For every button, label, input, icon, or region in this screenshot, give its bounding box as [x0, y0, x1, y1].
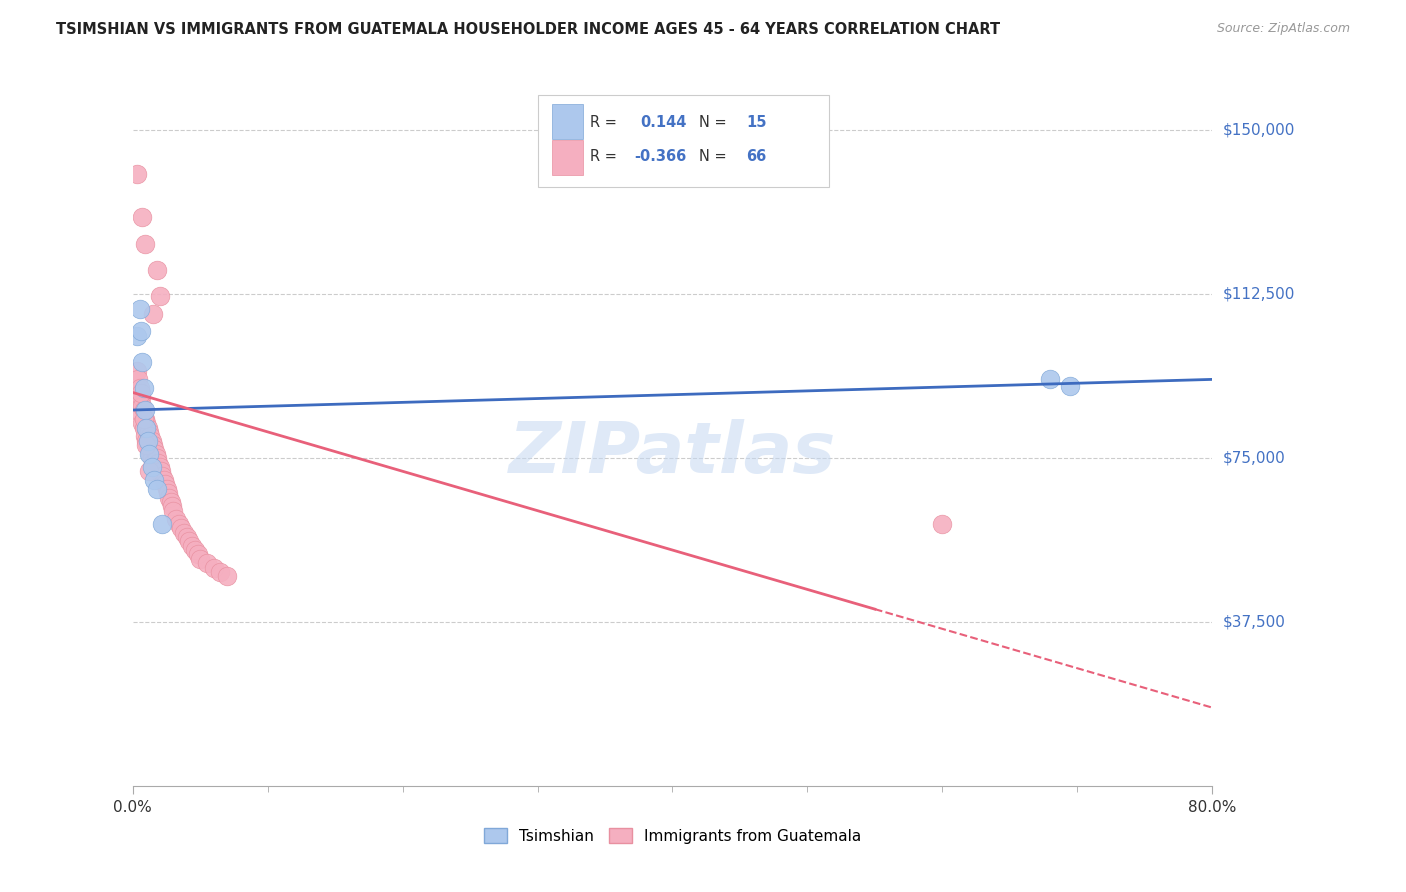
Point [128, 394, 150, 409]
Point [131, 399, 153, 413]
Legend: Tsimshian, Immigrants from Guatemala: Tsimshian, Immigrants from Guatemala [478, 822, 868, 849]
Point [132, 381, 155, 395]
Point [153, 477, 176, 491]
Text: Source: ZipAtlas.com: Source: ZipAtlas.com [1216, 22, 1350, 36]
Point [184, 543, 207, 558]
Point [134, 429, 156, 443]
Point [145, 447, 167, 461]
Point [160, 500, 183, 514]
Point [129, 324, 152, 338]
Point [143, 473, 166, 487]
Point [1059, 379, 1081, 393]
Point [157, 491, 180, 505]
Point [181, 539, 204, 553]
Point [150, 464, 173, 478]
Text: $112,500: $112,500 [1223, 286, 1295, 301]
Point [132, 403, 155, 417]
Point [138, 442, 160, 457]
Point [149, 289, 172, 303]
Point [131, 211, 153, 225]
Text: TSIMSHIAN VS IMMIGRANTS FROM GUATEMALA HOUSEHOLDER INCOME AGES 45 - 64 YEARS COR: TSIMSHIAN VS IMMIGRANTS FROM GUATEMALA H… [56, 22, 1000, 37]
Point [135, 420, 157, 434]
Point [134, 236, 156, 251]
Point [153, 473, 176, 487]
Point [176, 530, 198, 544]
Point [135, 416, 157, 430]
Text: N =: N = [699, 149, 727, 164]
Point [188, 551, 211, 566]
Point [146, 482, 169, 496]
Text: $75,000: $75,000 [1223, 450, 1285, 466]
Point [131, 355, 153, 369]
FancyBboxPatch shape [537, 95, 830, 187]
Point [179, 534, 201, 549]
Point [152, 468, 174, 483]
Point [143, 442, 166, 457]
Point [135, 438, 157, 452]
Point [139, 429, 162, 443]
Point [136, 438, 159, 452]
Point [132, 420, 155, 434]
Point [165, 512, 187, 526]
Point [152, 516, 174, 531]
Point [125, 328, 148, 343]
Point [149, 459, 172, 474]
Point [138, 464, 160, 478]
Point [132, 411, 155, 425]
Point [162, 504, 184, 518]
Point [129, 385, 152, 400]
Point [136, 420, 159, 434]
Text: 66: 66 [745, 149, 766, 164]
Text: ZIPatlas: ZIPatlas [509, 418, 837, 488]
Point [148, 456, 170, 470]
Point [209, 565, 232, 579]
Point [125, 167, 148, 181]
Point [141, 434, 163, 448]
Point [128, 302, 150, 317]
Point [141, 459, 163, 474]
Point [1039, 372, 1062, 386]
Point [146, 263, 169, 277]
Text: 0.144: 0.144 [640, 114, 686, 129]
Point [187, 548, 209, 562]
Point [142, 307, 165, 321]
Text: -0.366: -0.366 [634, 149, 688, 164]
Text: $150,000: $150,000 [1223, 122, 1295, 137]
Point [146, 451, 169, 466]
Point [141, 451, 163, 466]
Point [135, 434, 157, 448]
Point [142, 456, 165, 470]
Point [931, 516, 953, 531]
Point [129, 408, 152, 422]
Point [173, 525, 195, 540]
Point [159, 495, 181, 509]
Point [134, 403, 156, 417]
Text: R =: R = [591, 149, 617, 164]
Point [143, 459, 166, 474]
Point [142, 438, 165, 452]
Point [125, 364, 148, 378]
Point [156, 486, 179, 500]
Point [138, 447, 160, 461]
Point [138, 425, 160, 439]
Point [136, 434, 159, 448]
Point [202, 560, 225, 574]
Point [127, 372, 149, 386]
Text: $37,500: $37,500 [1223, 615, 1286, 630]
Point [170, 521, 193, 535]
Point [139, 447, 162, 461]
Point [217, 569, 239, 583]
Text: 15: 15 [745, 114, 766, 129]
Point [167, 516, 190, 531]
Text: R =: R = [591, 114, 617, 129]
FancyBboxPatch shape [551, 104, 583, 139]
Point [155, 482, 177, 496]
FancyBboxPatch shape [551, 140, 583, 175]
Point [131, 416, 153, 430]
Point [195, 556, 218, 570]
Point [129, 390, 152, 404]
Point [128, 381, 150, 395]
Point [134, 411, 156, 425]
Text: N =: N = [699, 114, 727, 129]
